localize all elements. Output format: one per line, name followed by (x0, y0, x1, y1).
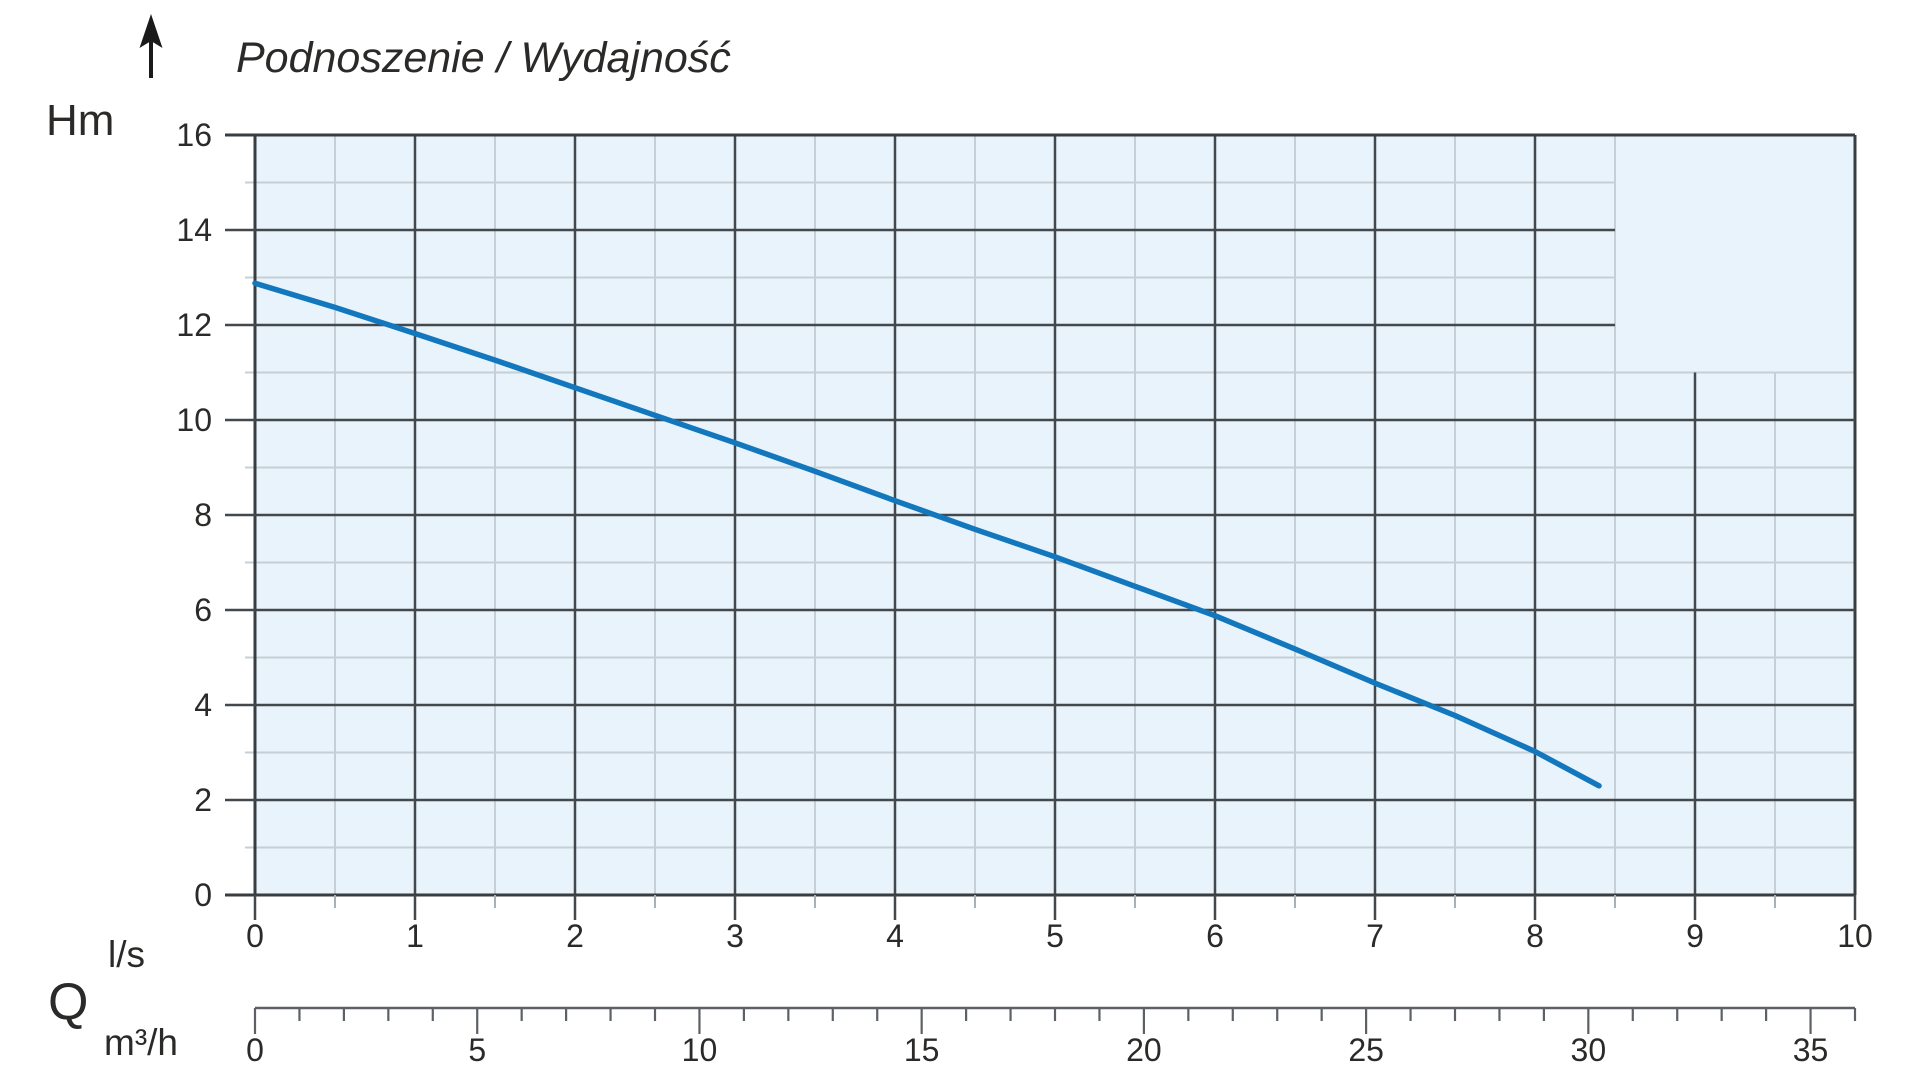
y-axis-tick-label: 8 (194, 497, 212, 533)
m3h-axis-tick-label: 10 (682, 1032, 718, 1068)
m3h-axis-tick-label: 35 (1793, 1032, 1829, 1068)
ls-axis-tick-label: 3 (726, 918, 744, 954)
ls-axis-tick-label: 8 (1526, 918, 1544, 954)
ls-axis-tick-label: 2 (566, 918, 584, 954)
ls-axis-tick-label: 5 (1046, 918, 1064, 954)
chart-title: Podnoszenie / Wydajność (236, 34, 731, 82)
arrow-stem (149, 39, 153, 78)
y-axis-tick-label: 4 (194, 687, 212, 723)
ls-axis-tick-label: 0 (246, 918, 264, 954)
m3h-axis-tick-label: 30 (1571, 1032, 1607, 1068)
m3h-axis-tick-label: 5 (468, 1032, 486, 1068)
ls-axis-tick-label: 4 (886, 918, 904, 954)
pump-head-curve (252, 280, 1602, 789)
flow-unit-m3h-label: m³/h (104, 1022, 178, 1063)
flow-axis-symbol: Q (48, 973, 89, 1031)
y-axis-tick-label: 6 (194, 592, 212, 628)
y-axis-tick-label: 10 (176, 402, 212, 438)
m3h-axis-tick-label: 20 (1126, 1032, 1162, 1068)
arrow-head (139, 14, 163, 48)
up-arrow-icon (138, 14, 164, 83)
ls-axis-tick-label: 7 (1366, 918, 1384, 954)
m3h-axis-tick-label: 0 (246, 1032, 264, 1068)
y-axis-tick-label: 2 (194, 782, 212, 818)
m3h-axis-tick-label: 25 (1348, 1032, 1384, 1068)
y-axis-tick-label: 14 (176, 212, 212, 248)
y-axis-unit-label: Hm (46, 96, 115, 145)
flow-unit-ls-label: l/s (108, 934, 145, 975)
ls-axis-tick-label: 10 (1837, 918, 1873, 954)
y-axis-tick-label: 16 (176, 117, 212, 153)
ls-axis-tick-label: 9 (1686, 918, 1704, 954)
ls-axis-tick-label: 6 (1206, 918, 1224, 954)
ls-axis-tick-label: 1 (406, 918, 424, 954)
y-axis-tick-label: 12 (176, 307, 212, 343)
y-axis-tick-label: 0 (194, 877, 212, 913)
m3h-axis-tick-label: 15 (904, 1032, 940, 1068)
